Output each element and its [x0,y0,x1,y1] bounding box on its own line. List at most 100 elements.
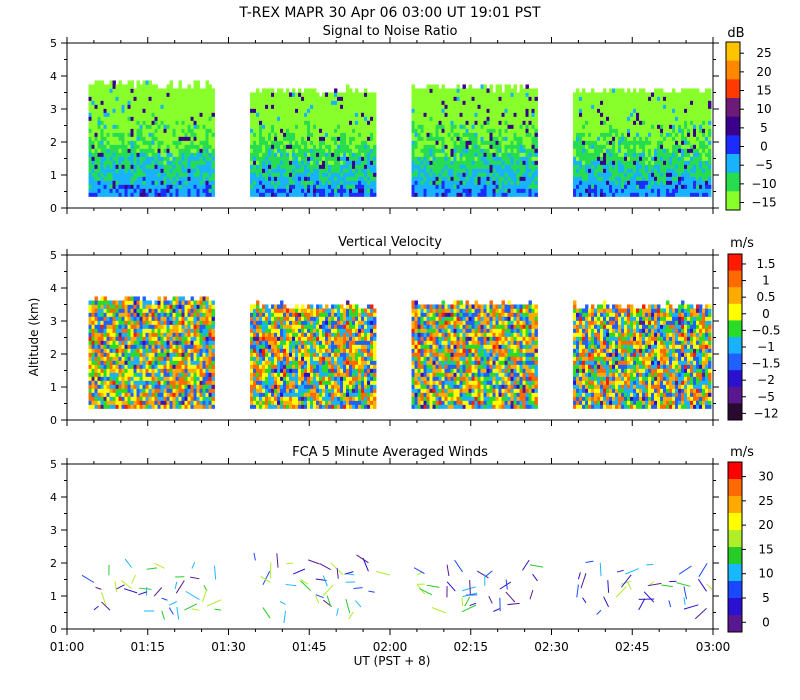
heatmap-cell [127,96,131,101]
heatmap-cell [528,144,532,149]
heatmap-cell [334,184,338,189]
heatmap-cell [250,120,254,125]
heatmap-cell [205,156,209,161]
heatmap-cell [585,128,589,133]
heatmap-cell [109,324,113,329]
heatmap-cell [579,160,583,165]
heatmap-cell [100,376,104,381]
heatmap-cell [94,392,98,397]
heatmap-cell [453,104,457,109]
heatmap-cell [133,144,137,149]
heatmap-cell [579,156,583,161]
heatmap-cell [591,144,595,149]
heatmap-cell [471,188,475,193]
heatmap-cell [501,140,505,145]
heatmap-cell [100,296,104,301]
heatmap-cell [477,96,481,101]
heatmap-cell [690,88,694,93]
heatmap-cell [594,116,598,121]
heatmap-cell [459,160,463,165]
heatmap-cell [642,132,646,137]
y-tick-label: 1 [50,169,57,182]
heatmap-cell [139,136,143,141]
heatmap-cell [498,148,502,153]
heatmap-cell [660,108,664,113]
heatmap-cell [331,104,335,109]
heatmap-cell [441,104,445,109]
heatmap-cell [142,148,146,153]
heatmap-cell [97,168,101,173]
heatmap-cell [438,116,442,121]
heatmap-cell [373,104,377,109]
heatmap-cell [522,180,526,185]
heatmap-cell [103,368,107,373]
heatmap-cell [684,124,688,129]
heatmap-cell [516,192,520,197]
heatmap-cell [250,96,254,101]
heatmap-cell [298,124,302,129]
heatmap-cell [370,180,374,185]
heatmap-cell [477,92,481,97]
heatmap-cell [585,132,589,137]
heatmap-cell [450,112,454,117]
heatmap-cell [118,160,122,165]
heatmap-cell [373,100,377,105]
heatmap-cell [103,332,107,337]
heatmap-cell [594,140,598,145]
heatmap-cell [106,348,110,353]
heatmap-cell [705,164,709,169]
heatmap-cell [528,156,532,161]
heatmap-cell [211,168,215,173]
heatmap-cell [645,156,649,161]
heatmap-cell [648,180,652,185]
heatmap-cell [420,188,424,193]
heatmap-cell [486,180,490,185]
heatmap-cell [109,384,113,389]
heatmap-cell [280,152,284,157]
heatmap-cell [277,144,281,149]
heatmap-cell [504,172,508,177]
heatmap-cell [139,184,143,189]
heatmap-cell [364,108,368,113]
heatmap-cell [573,100,577,105]
heatmap-cell [139,108,143,113]
heatmap-cell [349,104,353,109]
heatmap-cell [91,188,95,193]
heatmap-cell [579,100,583,105]
heatmap-cell [708,92,712,97]
heatmap-cell [103,352,107,357]
heatmap-cell [136,124,140,129]
heatmap-cell [432,152,436,157]
heatmap-cell [181,184,185,189]
heatmap-cell [444,188,448,193]
heatmap-cell [597,160,601,165]
heatmap-cell [615,168,619,173]
heatmap-cell [612,168,616,173]
heatmap-cell [121,160,125,165]
heatmap-cell [522,108,526,113]
heatmap-cell [447,104,451,109]
heatmap-cell [187,188,191,193]
heatmap-cell [181,192,185,197]
heatmap-cell [579,184,583,189]
heatmap-cell [334,100,338,105]
heatmap-cell [660,192,664,197]
heatmap-cell [432,92,436,97]
heatmap-cell [663,104,667,109]
heatmap-cell [531,176,535,181]
heatmap-cell [675,192,679,197]
heatmap-cell [169,180,173,185]
heatmap-cell [94,144,98,149]
heatmap-cell [91,156,95,161]
heatmap-cell [313,164,317,169]
heatmap-cell [373,108,377,113]
heatmap-cell [163,168,167,173]
heatmap-cell [289,96,293,101]
heatmap-cell [669,152,673,157]
heatmap-cell [97,312,101,317]
heatmap-cell [355,188,359,193]
heatmap-cell [618,192,622,197]
heatmap-cell [256,108,260,113]
heatmap-cell [154,164,158,169]
